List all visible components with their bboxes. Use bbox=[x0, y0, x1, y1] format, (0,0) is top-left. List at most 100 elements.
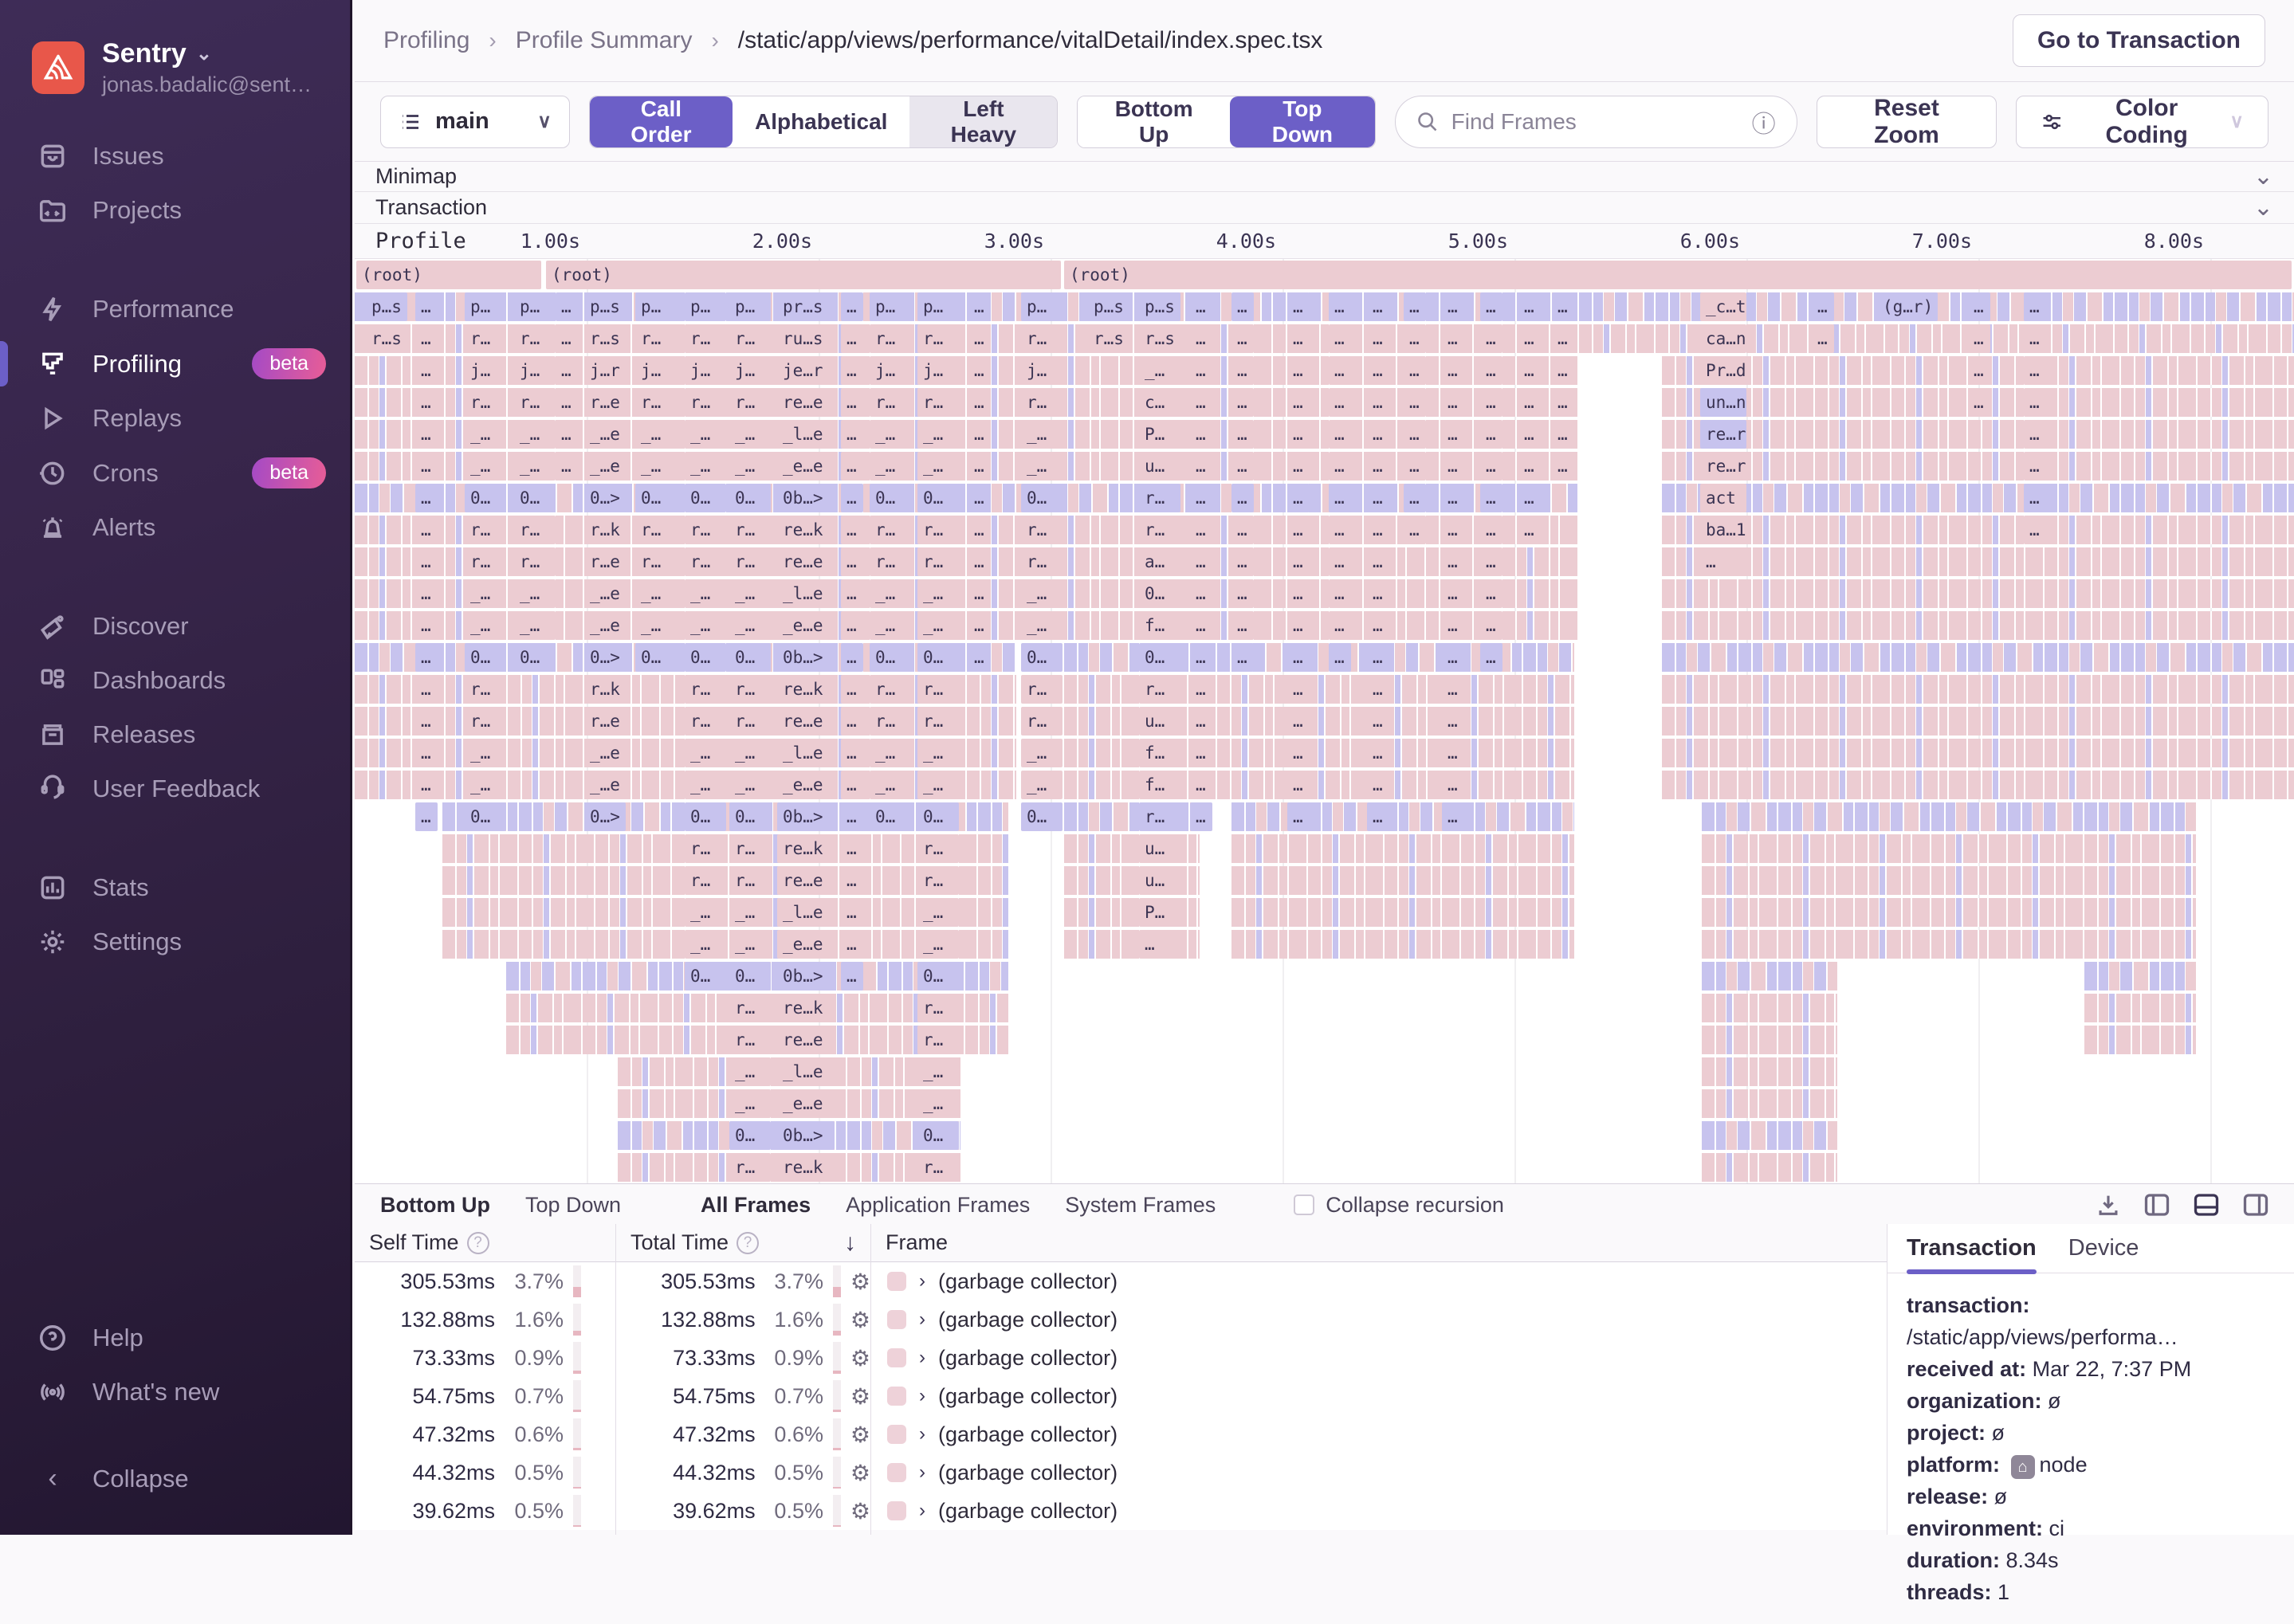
tab-system-frames[interactable]: System Frames bbox=[1063, 1185, 1217, 1226]
flame-cell[interactable]: _… bbox=[465, 611, 506, 640]
flame-cell[interactable]: … bbox=[1231, 452, 1254, 481]
sidebar-item-profiling[interactable]: Profilingbeta bbox=[0, 336, 350, 391]
flame-cell[interactable]: _l…e bbox=[777, 898, 835, 927]
flame-cell[interactable]: _…e bbox=[584, 579, 626, 608]
flame-cell[interactable]: … bbox=[1190, 484, 1212, 512]
detail-tab-device[interactable]: Device bbox=[2068, 1235, 2139, 1273]
flame-cell[interactable]: … bbox=[1231, 643, 1254, 672]
flame-cell[interactable]: … bbox=[1287, 643, 1310, 672]
flame-cell[interactable]: … bbox=[1287, 675, 1310, 704]
flame-cell[interactable]: re…k bbox=[777, 834, 835, 863]
flame-cell[interactable]: p…s bbox=[1088, 292, 1129, 321]
flame-cell[interactable]: … bbox=[1442, 324, 1464, 353]
flame-cell[interactable]: … bbox=[841, 643, 863, 672]
flame-cell[interactable]: r…k bbox=[584, 675, 626, 704]
flame-cell[interactable]: … bbox=[1287, 739, 1310, 767]
flame-cell[interactable]: _… bbox=[870, 452, 911, 481]
flame-cell[interactable]: … bbox=[1480, 420, 1502, 449]
flame-cell[interactable]: re…k bbox=[777, 516, 835, 544]
flame-cell[interactable]: … bbox=[1287, 547, 1310, 576]
flame-cell[interactable]: … bbox=[415, 547, 438, 576]
sidebar-collapse-button[interactable]: ‹ Collapse bbox=[0, 1451, 350, 1506]
flame-cell[interactable]: … bbox=[1190, 675, 1212, 704]
table-row[interactable]: 305.53ms3.7% bbox=[355, 1262, 615, 1300]
tab-application-frames[interactable]: Application Frames bbox=[844, 1185, 1031, 1226]
flame-cell[interactable]: _… bbox=[514, 452, 556, 481]
flame-cell[interactable]: ru…s bbox=[777, 324, 835, 353]
flame-cell[interactable]: r… bbox=[917, 324, 959, 353]
flame-cell[interactable]: _… bbox=[917, 452, 959, 481]
flame-texture-band[interactable] bbox=[1231, 802, 1574, 831]
flame-cell[interactable]: r… bbox=[870, 675, 911, 704]
search-input[interactable] bbox=[1451, 109, 1739, 135]
flame-cell[interactable]: r… bbox=[685, 547, 726, 576]
flame-texture-band[interactable] bbox=[1662, 579, 2294, 608]
flame-cell[interactable]: r… bbox=[465, 516, 506, 544]
flame-cell[interactable]: … bbox=[415, 643, 438, 672]
flame-cell[interactable]: r… bbox=[729, 994, 771, 1022]
table-row[interactable]: 73.33ms0.9%⚙ bbox=[616, 1339, 870, 1377]
flame-cell[interactable]: … bbox=[1367, 611, 1389, 640]
expand-chevron-icon[interactable]: › bbox=[919, 1308, 925, 1331]
flame-cell[interactable]: … bbox=[1367, 516, 1389, 544]
flame-cell[interactable]: _… bbox=[1139, 356, 1180, 385]
gear-icon[interactable]: ⚙ bbox=[850, 1498, 870, 1524]
flame-cell[interactable]: 0b…> bbox=[777, 643, 835, 672]
flame-cell[interactable]: … bbox=[968, 388, 991, 417]
flame-cell[interactable]: 0…> bbox=[584, 802, 626, 831]
view-top-down[interactable]: Top Down bbox=[1230, 96, 1375, 147]
flame-cell[interactable]: … bbox=[1231, 356, 1254, 385]
flame-texture-band[interactable] bbox=[1662, 643, 2294, 672]
flame-texture-band[interactable] bbox=[1702, 898, 2196, 927]
flame-cell[interactable]: 0b…> bbox=[777, 962, 835, 990]
flame-cell[interactable]: r… bbox=[729, 707, 771, 736]
flame-cell[interactable]: … bbox=[841, 834, 863, 863]
flame-cell[interactable]: … bbox=[1231, 324, 1254, 353]
flame-cell[interactable]: … bbox=[1190, 579, 1212, 608]
flame-cell[interactable]: 0… bbox=[1021, 643, 1063, 672]
flame-cell[interactable]: … bbox=[1231, 292, 1254, 321]
flame-texture-band[interactable] bbox=[1662, 611, 2294, 640]
tab-top-down[interactable]: Top Down bbox=[524, 1185, 623, 1226]
flame-cell[interactable]: … bbox=[2024, 388, 2046, 417]
flame-cell[interactable]: _… bbox=[729, 771, 771, 799]
flame-cell[interactable]: r… bbox=[685, 707, 726, 736]
flame-cell[interactable]: … bbox=[1287, 484, 1310, 512]
flame-cell[interactable]: … bbox=[1518, 324, 1541, 353]
flame-cell[interactable]: … bbox=[1190, 356, 1212, 385]
flame-cell[interactable]: … bbox=[415, 292, 438, 321]
flame-cell[interactable]: … bbox=[1287, 611, 1310, 640]
flame-cell[interactable]: … bbox=[1442, 388, 1464, 417]
expand-chevron-icon[interactable]: › bbox=[919, 1347, 925, 1369]
flame-cell[interactable]: 0… bbox=[917, 962, 959, 990]
flame-cell[interactable]: _e…e bbox=[777, 452, 835, 481]
reset-zoom-button[interactable]: Reset Zoom bbox=[1817, 96, 1997, 148]
flame-cell[interactable]: p…s bbox=[366, 292, 407, 321]
flame-cell[interactable]: … bbox=[415, 452, 438, 481]
flame-cell[interactable]: … bbox=[1329, 547, 1351, 576]
flame-cell[interactable]: (root) bbox=[356, 261, 541, 289]
flame-cell[interactable]: c… bbox=[1139, 388, 1180, 417]
flame-cell[interactable]: … bbox=[1367, 771, 1389, 799]
flame-cell[interactable]: … bbox=[1231, 484, 1254, 512]
flame-texture-band[interactable] bbox=[1231, 898, 1574, 927]
flame-cell[interactable]: … bbox=[1287, 452, 1310, 481]
flame-cell[interactable]: r… bbox=[729, 388, 771, 417]
flame-cell[interactable]: j… bbox=[514, 356, 556, 385]
flame-cell[interactable]: _…e bbox=[584, 739, 626, 767]
flame-cell[interactable]: _… bbox=[685, 420, 726, 449]
flame-texture-band[interactable] bbox=[1702, 994, 1837, 1022]
flame-cell[interactable]: … bbox=[1442, 356, 1464, 385]
flame-cell[interactable]: … bbox=[415, 579, 438, 608]
frame-row[interactable]: ›(garbage collector) bbox=[871, 1262, 1887, 1300]
flame-texture-band[interactable] bbox=[1702, 930, 2196, 959]
flame-cell[interactable]: … bbox=[1329, 516, 1351, 544]
flame-cell[interactable]: _l…e bbox=[777, 579, 835, 608]
flame-cell[interactable]: 0… bbox=[917, 643, 959, 672]
flame-cell[interactable]: u… bbox=[1139, 834, 1180, 863]
flame-cell[interactable]: _…e bbox=[584, 771, 626, 799]
flame-cell[interactable]: r… bbox=[917, 516, 959, 544]
flame-cell[interactable]: … bbox=[556, 452, 578, 481]
flame-cell[interactable]: r… bbox=[870, 324, 911, 353]
flame-cell[interactable]: ba…1 bbox=[1700, 516, 1746, 544]
